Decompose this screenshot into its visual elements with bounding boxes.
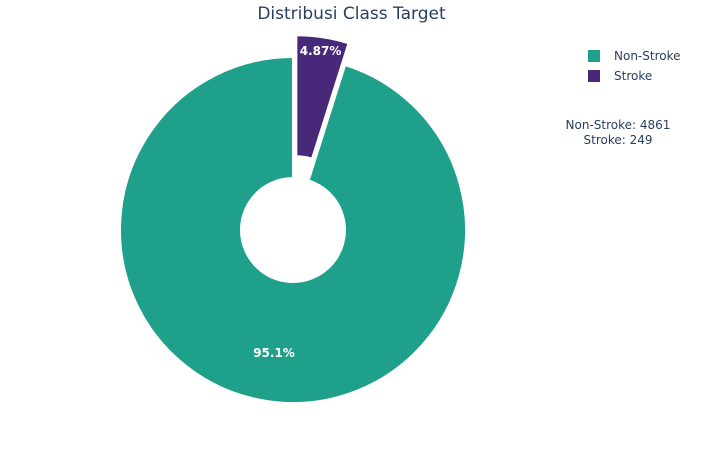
count-annotation: Non-Stroke: 4861 Stroke: 249 bbox=[538, 118, 698, 148]
legend-swatch-non-stroke bbox=[588, 50, 600, 62]
slice-non-stroke[interactable] bbox=[119, 55, 467, 404]
annotation-line-non-stroke: Non-Stroke: 4861 bbox=[565, 118, 671, 132]
legend-swatch-stroke bbox=[588, 70, 600, 82]
legend: Non-Stroke Stroke bbox=[588, 46, 681, 86]
legend-label-non-stroke: Non-Stroke bbox=[614, 49, 681, 63]
legend-label-stroke: Stroke bbox=[614, 69, 653, 83]
legend-item-non-stroke[interactable]: Non-Stroke bbox=[588, 46, 681, 66]
chart-title: Distribusi Class Target bbox=[257, 4, 446, 24]
slice-label-non-stroke: 95.1% bbox=[253, 346, 295, 360]
slice-stroke[interactable] bbox=[295, 34, 350, 160]
legend-item-stroke[interactable]: Stroke bbox=[588, 66, 681, 86]
annotation-line-stroke: Stroke: 249 bbox=[583, 133, 653, 147]
slice-label-stroke: 4.87% bbox=[300, 44, 342, 58]
